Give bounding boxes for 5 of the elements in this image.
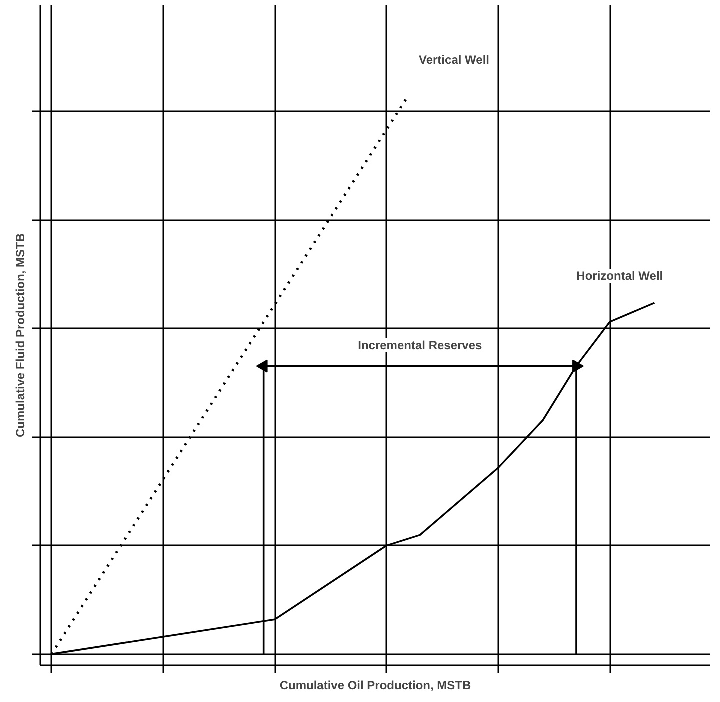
x-axis-title: Cumulative Oil Production, MSTB [280,678,472,692]
series-label: Horizontal Well [576,269,664,284]
y-axis-title: Cumulative Fluid Production, MSTB [14,233,28,438]
text: Vertical Well [419,52,490,67]
annotation: Incremental Reserves [358,338,483,352]
